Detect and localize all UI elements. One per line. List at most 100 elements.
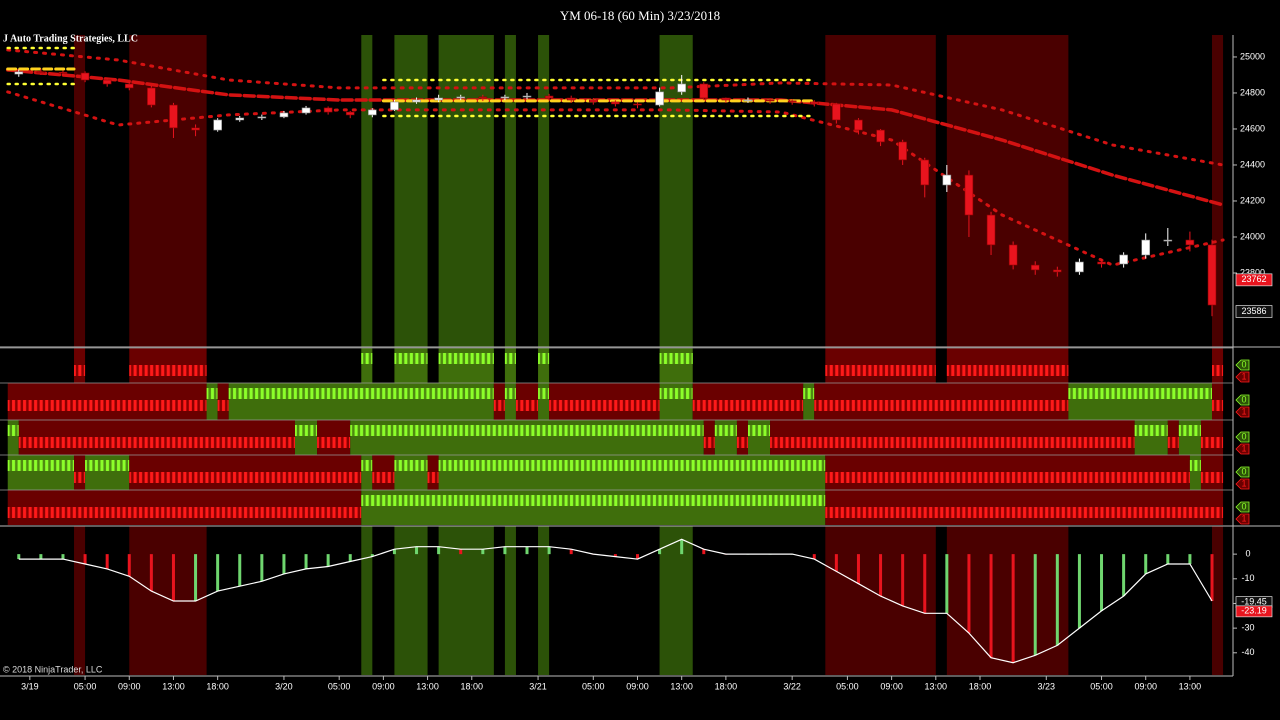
x-tick-label: 05:00 bbox=[582, 681, 605, 691]
osc-marker-label: -19.45 bbox=[1241, 596, 1267, 606]
copyright: © 2018 NinjaTrader, LLC bbox=[3, 664, 103, 674]
candle-body bbox=[876, 129, 885, 143]
osc-bar bbox=[547, 546, 551, 555]
signal-ticks bbox=[825, 365, 936, 376]
signal-label: 1 bbox=[1241, 513, 1246, 523]
osc-bar bbox=[83, 554, 87, 564]
signal-label-box bbox=[1235, 513, 1250, 525]
signal-band bbox=[504, 348, 516, 383]
y-tick-label: 24600 bbox=[1240, 123, 1265, 133]
overlay-line bbox=[6, 48, 1225, 167]
signal-ticks bbox=[825, 472, 1190, 483]
signal-ticks bbox=[317, 437, 351, 448]
candle-body bbox=[478, 96, 488, 99]
y-tick-label: 24000 bbox=[1240, 231, 1265, 241]
signal-ticks bbox=[129, 472, 362, 483]
signal-ticks bbox=[703, 437, 715, 448]
signal-label-box bbox=[1235, 501, 1250, 513]
osc-bar bbox=[680, 539, 684, 555]
candle-body bbox=[345, 111, 355, 116]
signal-label: 0 bbox=[1241, 431, 1246, 441]
candle-body bbox=[1053, 269, 1062, 273]
osc-bar bbox=[525, 546, 529, 555]
signal-label: 0 bbox=[1241, 359, 1246, 369]
signal-ticks bbox=[515, 400, 539, 411]
signal-label: 0 bbox=[1241, 466, 1246, 476]
signal-label-box bbox=[1235, 466, 1250, 478]
candle-body bbox=[213, 119, 222, 131]
x-tick-label: 05:00 bbox=[74, 681, 97, 691]
x-tick-label: 3/19 bbox=[21, 681, 39, 691]
x-tick-label: 09:00 bbox=[626, 681, 649, 691]
signal-ticks bbox=[1200, 437, 1224, 448]
y-tick-label: 23800 bbox=[1240, 267, 1265, 277]
signal-band bbox=[1189, 455, 1201, 490]
x-tick-label: 13:00 bbox=[416, 681, 439, 691]
osc-marker-box bbox=[1235, 605, 1273, 618]
candle-body bbox=[787, 100, 797, 103]
osc-bar bbox=[613, 554, 617, 557]
signal-ticks bbox=[7, 460, 75, 471]
signal-label-box bbox=[1235, 406, 1250, 418]
osc-bar bbox=[127, 554, 131, 577]
osc-bar bbox=[1033, 554, 1037, 656]
osc-bar bbox=[437, 546, 441, 555]
osc-bar bbox=[348, 554, 352, 562]
osc-bar bbox=[260, 554, 264, 582]
candle-body bbox=[655, 91, 664, 106]
candle-body bbox=[500, 96, 510, 99]
candle-body bbox=[257, 116, 267, 119]
signal-band bbox=[538, 348, 550, 383]
candle-body bbox=[743, 99, 753, 102]
signal-ticks bbox=[129, 365, 207, 376]
signal-label: 0 bbox=[1241, 394, 1246, 404]
signal-ticks bbox=[770, 437, 1135, 448]
signal-ticks bbox=[714, 425, 737, 436]
candle-body bbox=[102, 79, 112, 85]
x-tick-label: 09:00 bbox=[118, 681, 141, 691]
candle-body bbox=[588, 99, 598, 103]
osc-bar bbox=[481, 549, 485, 555]
candle-body bbox=[898, 141, 907, 161]
osc-bar bbox=[1166, 554, 1170, 564]
candle-body bbox=[412, 99, 421, 103]
signal-label-box bbox=[1235, 371, 1250, 383]
candle-body bbox=[611, 101, 620, 105]
osc-bar bbox=[238, 554, 242, 587]
signal-label-box bbox=[1235, 443, 1250, 455]
candle-body bbox=[169, 104, 178, 129]
signal-ticks bbox=[504, 388, 516, 399]
candle-body bbox=[1185, 239, 1195, 246]
signal-ticks bbox=[493, 400, 505, 411]
signal-ticks bbox=[427, 472, 439, 483]
chart-title: YM 06-18 (60 Min) 3/23/2018 bbox=[560, 8, 720, 23]
osc-bar bbox=[812, 554, 816, 560]
osc-bar bbox=[415, 546, 419, 555]
x-tick-label: 18:00 bbox=[969, 681, 992, 691]
osc-y-tick-label: -10 bbox=[1241, 573, 1254, 583]
osc-bar bbox=[39, 554, 43, 560]
osc-bar bbox=[326, 554, 330, 567]
signal-label: 1 bbox=[1241, 406, 1246, 416]
candle-body bbox=[1207, 244, 1217, 306]
signal-band bbox=[7, 420, 19, 455]
signal-ticks bbox=[538, 353, 550, 364]
candle-body bbox=[1141, 239, 1151, 256]
candle-body bbox=[1008, 244, 1018, 266]
signal-label-box bbox=[1235, 478, 1250, 490]
price-marker-box bbox=[1235, 273, 1273, 287]
x-tick-label: 18:00 bbox=[206, 681, 229, 691]
signal-band bbox=[504, 383, 516, 420]
signal-ticks bbox=[504, 353, 516, 364]
candle-body bbox=[809, 101, 819, 105]
osc-bar bbox=[856, 554, 860, 584]
osc-bar bbox=[1210, 554, 1214, 601]
signal-label: 1 bbox=[1241, 478, 1246, 488]
x-tick-label: 05:00 bbox=[1090, 681, 1113, 691]
x-tick-label: 18:00 bbox=[461, 681, 484, 691]
candle-body bbox=[124, 83, 134, 89]
signal-ticks bbox=[438, 460, 826, 471]
osc-bar bbox=[635, 554, 639, 560]
osc-bar bbox=[1055, 554, 1059, 646]
